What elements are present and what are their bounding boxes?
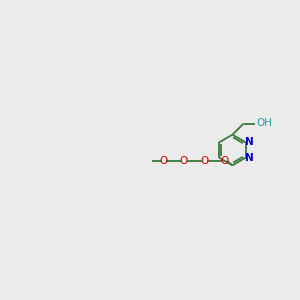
Text: O: O	[159, 156, 167, 166]
Text: OH: OH	[256, 118, 272, 128]
Text: N: N	[245, 137, 254, 147]
Text: O: O	[221, 156, 229, 166]
Text: N: N	[245, 153, 254, 163]
Text: O: O	[180, 156, 188, 166]
Text: O: O	[200, 156, 208, 166]
